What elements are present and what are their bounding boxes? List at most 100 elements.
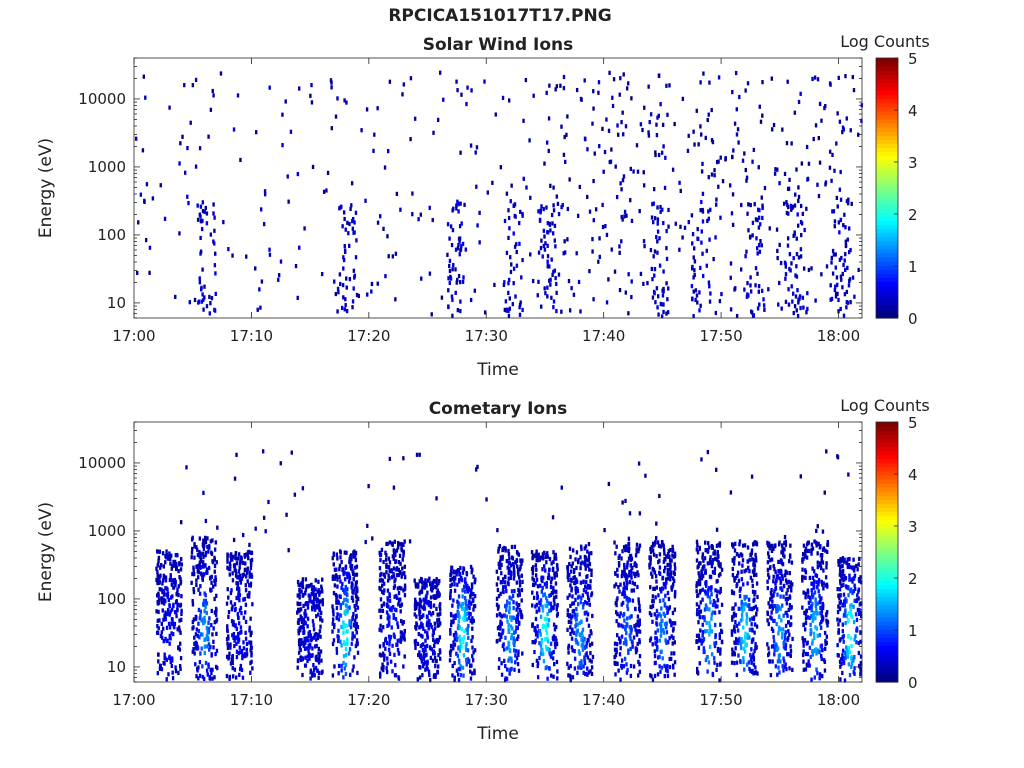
data-cell bbox=[695, 108, 698, 113]
data-cell bbox=[653, 649, 656, 654]
data-cell bbox=[336, 584, 339, 589]
data-cell bbox=[497, 549, 500, 554]
data-cell bbox=[213, 263, 217, 268]
data-cell bbox=[465, 617, 469, 622]
data-cell bbox=[207, 565, 211, 571]
data-cell bbox=[730, 629, 734, 634]
data-cell bbox=[539, 598, 543, 603]
data-cell bbox=[268, 252, 272, 257]
data-cell bbox=[334, 291, 338, 297]
data-cell bbox=[296, 593, 299, 598]
data-cell bbox=[423, 599, 426, 604]
colorbar-segment bbox=[876, 313, 898, 319]
data-cell bbox=[750, 309, 753, 314]
data-cell bbox=[399, 561, 402, 566]
data-cell bbox=[356, 605, 360, 610]
data-cell bbox=[233, 607, 237, 613]
data-cell bbox=[693, 272, 696, 278]
data-cell bbox=[668, 656, 671, 662]
data-cell bbox=[196, 666, 199, 672]
data-cell bbox=[460, 243, 463, 249]
data-cell bbox=[716, 604, 719, 609]
data-cell bbox=[653, 267, 657, 272]
data-cell bbox=[469, 611, 472, 617]
data-cell bbox=[775, 227, 779, 232]
data-cell bbox=[802, 575, 806, 580]
data-cell bbox=[734, 541, 737, 546]
data-cell bbox=[321, 598, 324, 603]
data-cell bbox=[628, 633, 632, 638]
data-cell bbox=[166, 638, 169, 643]
data-cell bbox=[803, 227, 806, 233]
data-cell bbox=[456, 653, 460, 659]
data-cell bbox=[570, 588, 573, 593]
data-cell bbox=[665, 605, 668, 610]
data-cell bbox=[157, 558, 160, 563]
data-cell bbox=[449, 595, 452, 601]
data-cell bbox=[755, 581, 759, 586]
data-cell bbox=[770, 587, 773, 593]
data-cell bbox=[656, 229, 660, 234]
data-cell bbox=[664, 593, 667, 598]
data-cell bbox=[559, 83, 562, 88]
data-cell bbox=[679, 224, 682, 229]
data-cell bbox=[403, 629, 406, 634]
data-cell bbox=[635, 632, 639, 637]
data-cell bbox=[545, 140, 549, 145]
data-cell bbox=[541, 567, 544, 572]
data-cell bbox=[790, 141, 793, 146]
data-cell bbox=[668, 567, 672, 572]
data-cell bbox=[568, 561, 571, 567]
data-cell bbox=[620, 634, 624, 639]
data-cell bbox=[751, 628, 754, 633]
data-cell bbox=[348, 556, 351, 562]
data-cell bbox=[784, 642, 788, 647]
data-cell bbox=[354, 626, 358, 632]
data-cell bbox=[661, 576, 664, 581]
data-cell bbox=[698, 609, 701, 614]
data-cell bbox=[724, 156, 727, 161]
data-cell bbox=[550, 651, 554, 656]
data-cell bbox=[737, 638, 740, 643]
data-cell bbox=[544, 637, 547, 642]
data-cell bbox=[701, 587, 704, 592]
data-cell bbox=[671, 544, 674, 549]
data-cell bbox=[695, 612, 699, 617]
data-cell bbox=[214, 271, 217, 276]
data-cell bbox=[690, 284, 694, 289]
data-cell bbox=[633, 581, 636, 587]
data-cell bbox=[701, 273, 705, 279]
data-cell bbox=[810, 581, 813, 586]
colorbar-segment bbox=[876, 244, 898, 250]
data-cell bbox=[501, 556, 504, 561]
data-cell bbox=[830, 178, 833, 183]
data-cell bbox=[420, 614, 424, 620]
data-cell bbox=[811, 575, 815, 580]
data-cell bbox=[623, 214, 626, 219]
data-cell bbox=[391, 604, 395, 610]
data-cell bbox=[416, 677, 419, 682]
data-cell bbox=[549, 282, 552, 287]
data-cell bbox=[340, 643, 343, 648]
data-cell bbox=[469, 297, 473, 303]
data-cell bbox=[751, 542, 755, 547]
data-cell bbox=[784, 569, 787, 574]
data-cell bbox=[235, 649, 239, 654]
data-cell bbox=[618, 553, 621, 558]
colorbar-segment bbox=[876, 240, 898, 246]
data-cell bbox=[670, 587, 674, 592]
data-cell bbox=[244, 574, 248, 579]
data-cell bbox=[815, 580, 818, 585]
data-cell bbox=[672, 651, 676, 656]
data-cell bbox=[421, 634, 424, 639]
data-cell bbox=[769, 615, 772, 620]
data-cell bbox=[587, 555, 591, 560]
data-cell bbox=[298, 645, 302, 650]
data-cell bbox=[354, 210, 358, 215]
data-cell bbox=[212, 639, 215, 644]
data-cell bbox=[768, 226, 771, 231]
data-cell bbox=[335, 615, 338, 621]
data-cell bbox=[784, 630, 788, 635]
data-cell bbox=[753, 541, 757, 546]
data-cell bbox=[298, 582, 302, 588]
